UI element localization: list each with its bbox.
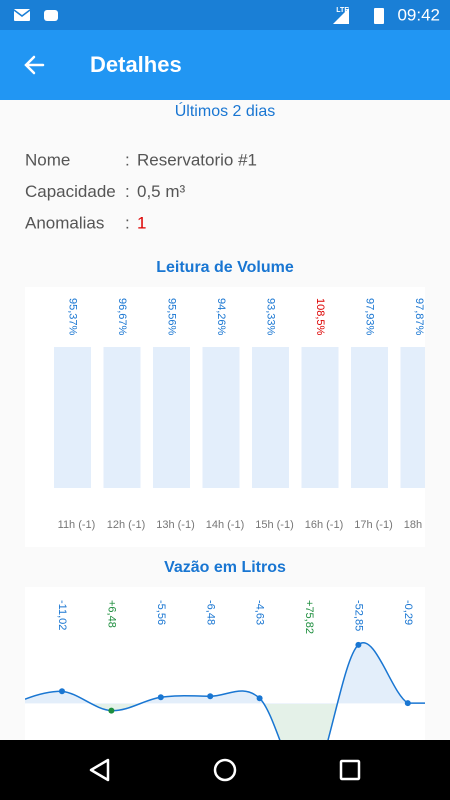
- x-tick-label: 15h (-1): [255, 519, 294, 531]
- battery-icon: [374, 8, 384, 24]
- point: [355, 641, 362, 648]
- detail-label: Capacidade: [25, 182, 116, 201]
- android-icon: [44, 10, 58, 21]
- flow-chart: -11,02 +6,48 -5,56 -6,48 -4,63 +75,82 -52,85 -0…: [25, 600, 425, 740]
- network-type: LTE: [336, 7, 349, 14]
- x-tick-label: 17h (-1): [354, 519, 393, 531]
- bar-background: [202, 347, 240, 488]
- nav-bar: [0, 740, 450, 800]
- area-negative: [25, 642, 425, 704]
- nav-home[interactable]: [213, 758, 237, 782]
- value-label: 95,56%: [166, 298, 178, 336]
- point: [59, 688, 65, 695]
- x-tick-label: 14h (-1): [206, 519, 245, 531]
- value-label: -5,56: [155, 600, 167, 625]
- bar-background: [252, 347, 289, 488]
- point: [404, 700, 411, 707]
- clock: 09:42: [397, 5, 440, 24]
- value-label: -0,29: [402, 600, 414, 625]
- value-label: 96,67%: [116, 298, 128, 336]
- x-tick-label: 16h (-1): [305, 519, 344, 531]
- mail-icon-flap: [13, 9, 31, 17]
- app-bar-title: Detalhes: [90, 52, 182, 77]
- volume-chart: 95,37% 11h (-1) 96,67% 12h (-1) 95,56% 13h (-…: [54, 298, 443, 531]
- details: Nome: Reservatorio #1 Capacidade:0,5 m³ Ano…: [25, 150, 257, 232]
- value-label: -11,02: [56, 600, 68, 630]
- bar-background: [153, 347, 190, 488]
- x-tick-label: 13h (-1): [156, 519, 195, 531]
- bar-background: [54, 347, 91, 488]
- value-label: -4,63: [254, 600, 266, 625]
- bar-background: [351, 347, 388, 488]
- point: [207, 693, 214, 700]
- value-label: 94,26%: [215, 298, 227, 336]
- x-tick-label: 18h (-1): [404, 519, 443, 531]
- app-bar: [0, 30, 450, 100]
- value-label: -6,48: [204, 600, 216, 625]
- x-tick-label: 12h (-1): [107, 519, 146, 531]
- back-button[interactable]: [24, 55, 45, 75]
- bar-background: [400, 347, 425, 488]
- value-label: 97,87%: [413, 298, 425, 336]
- point: [108, 707, 115, 714]
- chart-title: Leitura de Volume: [156, 259, 294, 276]
- detail-value: Reservatorio #1: [137, 150, 257, 169]
- point: [256, 695, 263, 702]
- nav-recents[interactable]: [339, 759, 361, 781]
- area-positive: [91, 704, 338, 740]
- detail-label: Nome: [25, 150, 70, 169]
- x-tick-label: 11h (-1): [58, 519, 96, 531]
- detail-label: Anomalias: [25, 213, 104, 232]
- value-label: 93,33%: [265, 298, 277, 336]
- detail-separator: :: [125, 150, 130, 169]
- value-label: +75,82: [303, 600, 315, 634]
- nav-back[interactable]: [89, 758, 110, 782]
- chart-title: Vazão em Litros: [164, 559, 286, 576]
- value-label: 97,93%: [364, 298, 376, 336]
- value-label: 95,37%: [67, 298, 79, 336]
- value-label: 108,5%: [314, 298, 326, 336]
- detail-separator: :: [125, 213, 130, 232]
- detail-value: 0,5 m³: [137, 182, 186, 201]
- signal-icon: [333, 8, 349, 24]
- flow-card: [25, 587, 425, 740]
- bar-background: [301, 347, 339, 488]
- bar-background: [103, 347, 141, 488]
- value-label: +6,48: [105, 600, 117, 628]
- detail-separator: :: [125, 182, 130, 201]
- point: [157, 694, 164, 701]
- mail-icon: [14, 9, 30, 21]
- value-label: -52,85: [352, 600, 364, 631]
- detail-value: 1: [137, 213, 146, 232]
- period: Últimos 2 dias: [175, 101, 275, 120]
